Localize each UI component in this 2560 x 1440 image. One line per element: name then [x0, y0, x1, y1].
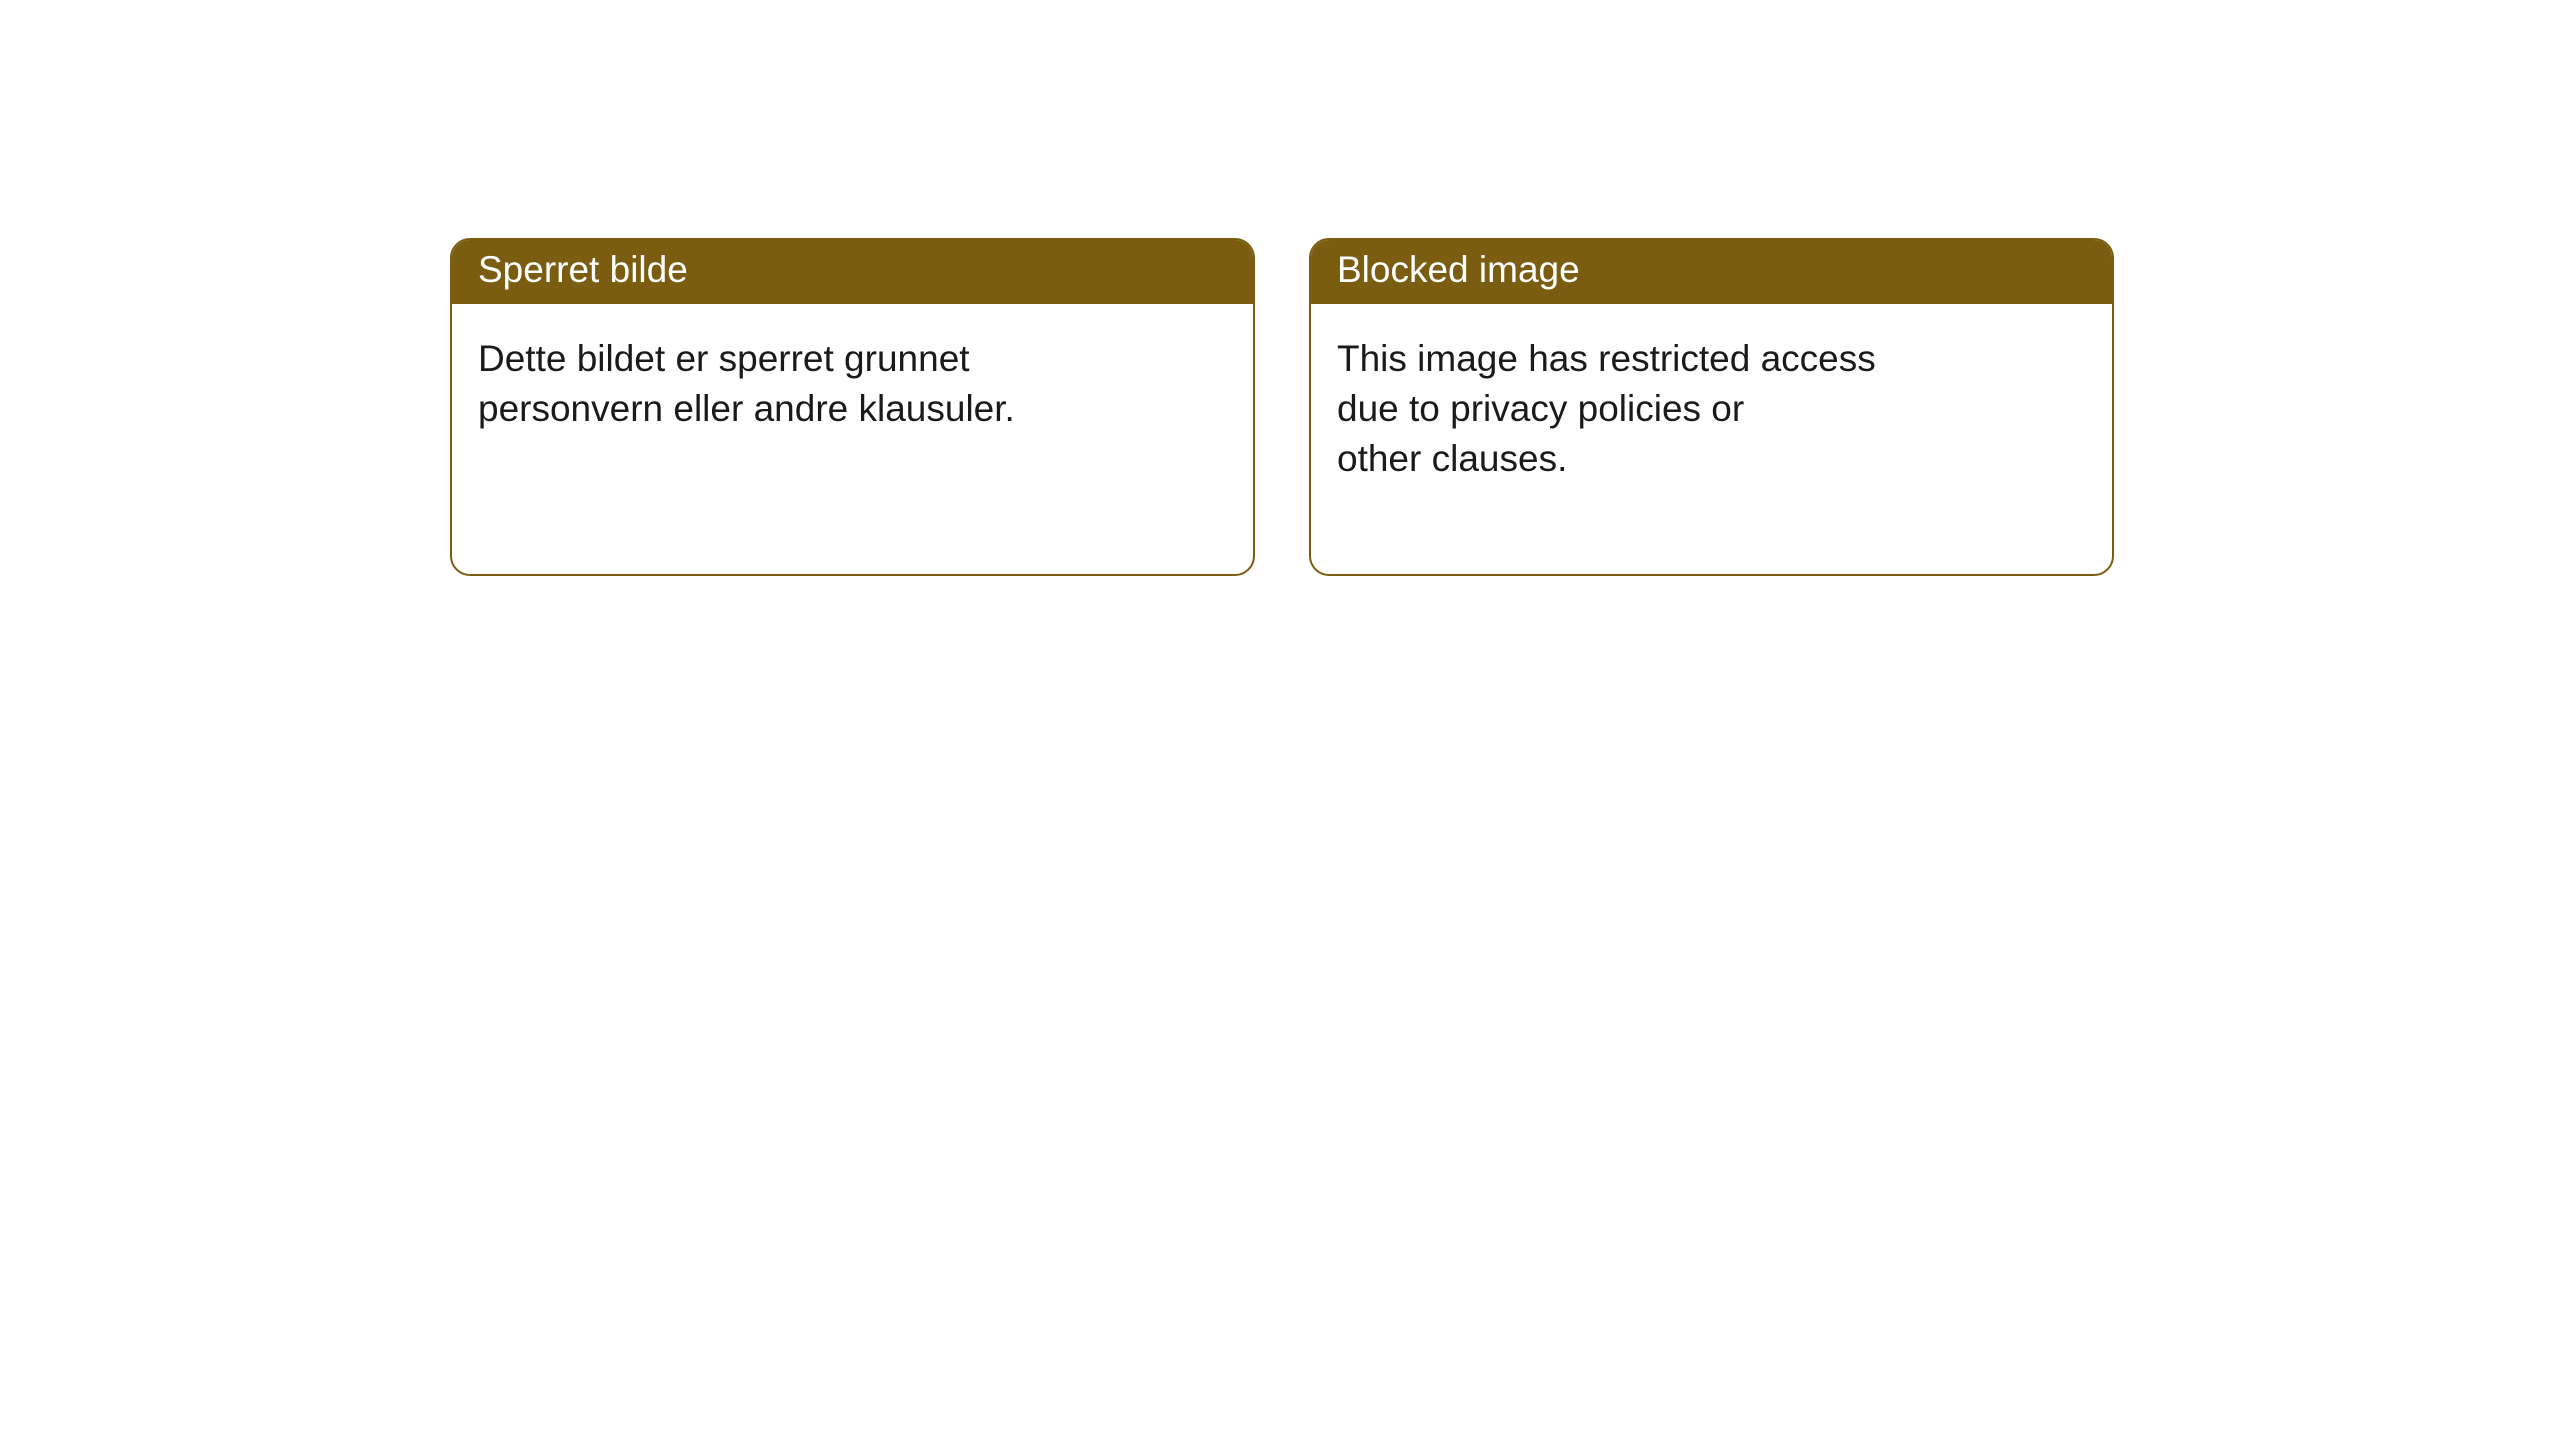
notice-body: This image has restricted access due to …	[1311, 304, 2112, 510]
notice-card-english: Blocked image This image has restricted …	[1309, 238, 2114, 576]
notice-title: Blocked image	[1311, 240, 2112, 304]
notice-container: Sperret bilde Dette bildet er sperret gr…	[0, 0, 2560, 576]
notice-title: Sperret bilde	[452, 240, 1253, 304]
notice-body: Dette bildet er sperret grunnet personve…	[452, 304, 1253, 460]
notice-card-norwegian: Sperret bilde Dette bildet er sperret gr…	[450, 238, 1255, 576]
